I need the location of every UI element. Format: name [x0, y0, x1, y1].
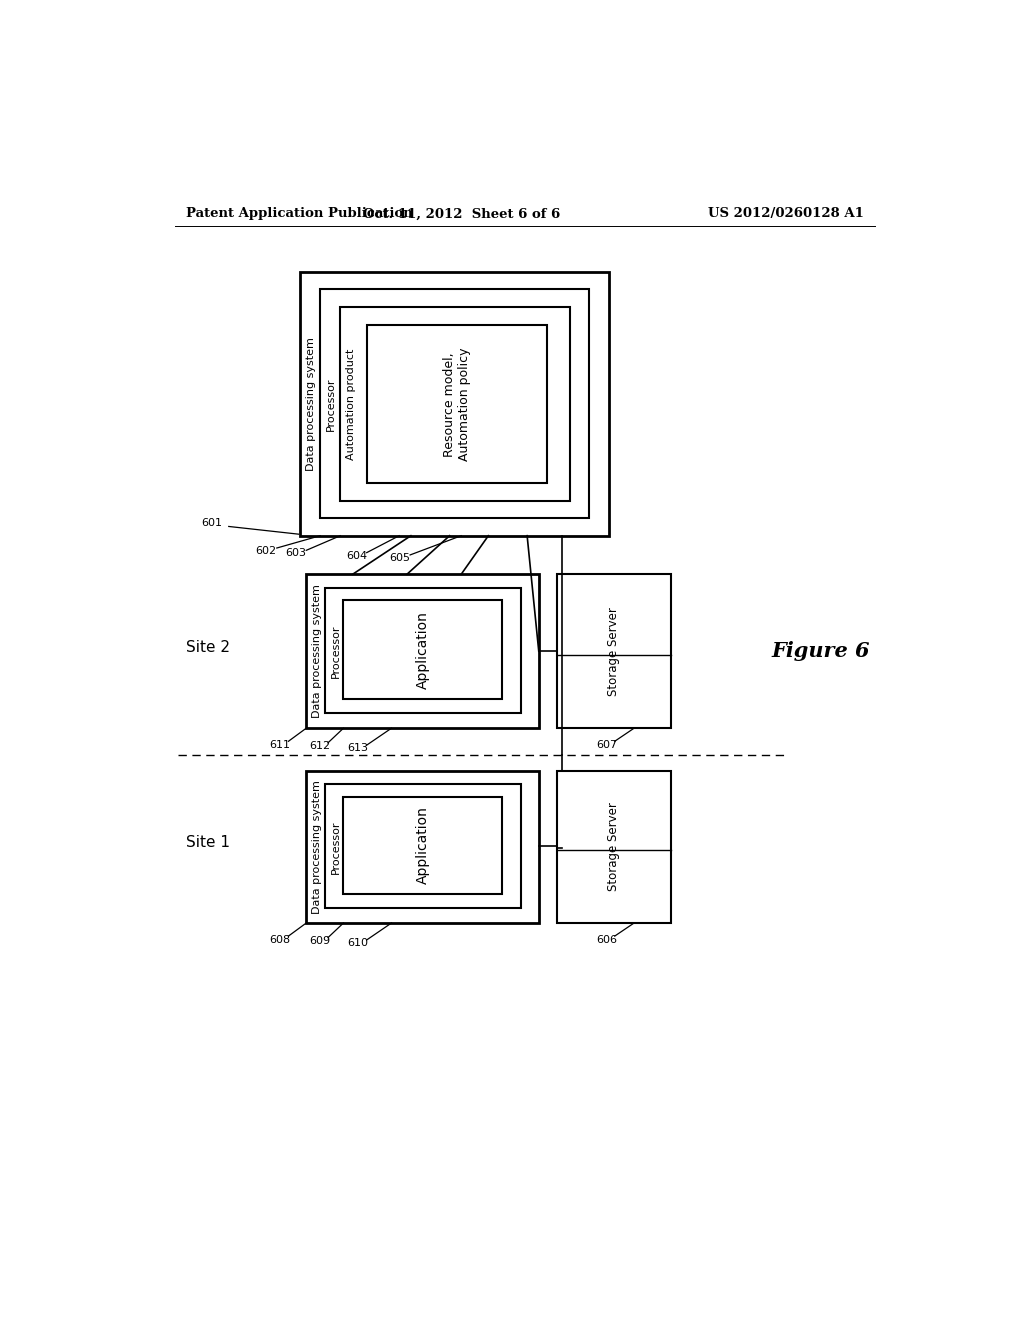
Text: Oct. 11, 2012  Sheet 6 of 6: Oct. 11, 2012 Sheet 6 of 6 [362, 207, 560, 220]
Bar [340, 308, 569, 502]
Text: Site 2: Site 2 [186, 640, 230, 655]
Bar [557, 574, 671, 729]
Text: Data processing system: Data processing system [312, 780, 323, 913]
Text: 612: 612 [309, 741, 330, 751]
Text: 605: 605 [389, 553, 411, 564]
Bar [367, 326, 547, 483]
Text: 611: 611 [269, 741, 291, 750]
Text: 609: 609 [309, 936, 330, 946]
Text: Site 1: Site 1 [186, 834, 230, 850]
Text: Storage Server: Storage Server [607, 803, 621, 891]
Bar [325, 784, 521, 908]
Text: Processor: Processor [326, 378, 336, 430]
Bar [325, 589, 521, 713]
Text: 604: 604 [346, 550, 368, 561]
Text: 610: 610 [348, 939, 369, 948]
Text: Application: Application [416, 807, 429, 884]
Text: 608: 608 [269, 935, 291, 945]
Bar [343, 797, 503, 894]
Bar [300, 272, 608, 536]
Text: Resource model,
Automation policy: Resource model, Automation policy [443, 347, 471, 461]
Text: 607: 607 [596, 741, 617, 750]
Text: Patent Application Publication: Patent Application Publication [186, 207, 413, 220]
Text: Data processing system: Data processing system [306, 337, 315, 471]
Bar [343, 601, 503, 700]
Bar [306, 574, 539, 729]
Text: Storage Server: Storage Server [607, 607, 621, 696]
Text: 613: 613 [348, 743, 369, 754]
Bar [321, 289, 589, 517]
Text: 603: 603 [285, 548, 306, 558]
Text: Processor: Processor [331, 624, 341, 678]
Bar [557, 771, 671, 923]
Text: Automation product: Automation product [346, 348, 356, 459]
Bar [306, 771, 539, 923]
Text: Application: Application [416, 611, 429, 689]
Text: US 2012/0260128 A1: US 2012/0260128 A1 [709, 207, 864, 220]
Text: 601: 601 [201, 519, 222, 528]
Text: 606: 606 [596, 935, 617, 945]
Text: 602: 602 [255, 546, 276, 556]
Text: Processor: Processor [331, 820, 341, 874]
Text: Figure 6: Figure 6 [771, 642, 869, 661]
Text: Data processing system: Data processing system [312, 585, 323, 718]
